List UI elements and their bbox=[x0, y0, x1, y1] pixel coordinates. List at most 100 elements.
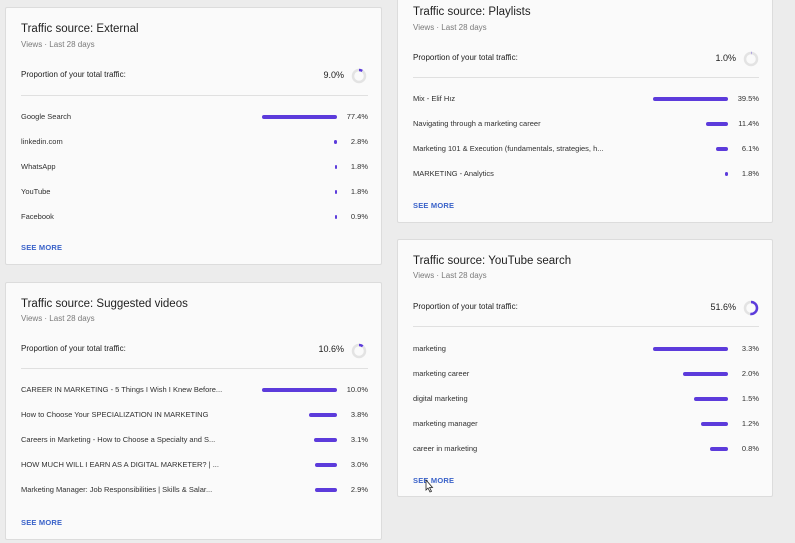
card-subtitle: Views · Last 28 days bbox=[21, 40, 95, 49]
table-row[interactable]: WhatsApp 1.8% bbox=[21, 161, 368, 173]
table-row[interactable]: CAREER IN MARKETING - 5 Things I Wish I … bbox=[21, 384, 368, 396]
row-label: Google Search bbox=[21, 112, 72, 121]
see-more-button[interactable]: SEE MORE bbox=[413, 476, 455, 485]
card-subtitle: Views · Last 28 days bbox=[413, 271, 487, 280]
row-value: 1.8% bbox=[741, 169, 759, 178]
row-value: 2.8% bbox=[350, 137, 368, 146]
row-label: YouTube bbox=[21, 187, 51, 196]
table-row[interactable]: Careers in Marketing - How to Choose a S… bbox=[21, 434, 368, 446]
table-row[interactable]: linkedin.com 2.8% bbox=[21, 136, 368, 148]
row-label: Mix - Elif Hız bbox=[413, 94, 456, 103]
row-bar bbox=[335, 165, 337, 169]
table-row[interactable]: marketing career 2.0% bbox=[413, 368, 759, 380]
proportion-label: Proportion of your total traffic: bbox=[21, 344, 126, 353]
table-row[interactable]: marketing manager 1.2% bbox=[413, 418, 759, 430]
card-subtitle: Views · Last 28 days bbox=[21, 314, 95, 323]
row-bar bbox=[709, 447, 728, 451]
row-value: 39.5% bbox=[737, 94, 759, 103]
row-bar bbox=[706, 122, 728, 126]
card-title: Traffic source: YouTube search bbox=[413, 255, 572, 267]
row-bar bbox=[335, 215, 337, 219]
row-bar bbox=[313, 438, 337, 442]
donut-track bbox=[351, 343, 367, 359]
row-label: marketing bbox=[413, 344, 446, 353]
row-value: 3.3% bbox=[741, 344, 759, 353]
row-value: 1.2% bbox=[741, 419, 759, 428]
table-row[interactable]: Marketing 101 & Execution (fundamentals,… bbox=[413, 143, 759, 155]
row-label: Navigating through a marketing career bbox=[413, 119, 541, 128]
row-value: 3.8% bbox=[350, 410, 368, 419]
row-label: HOW MUCH WILL I EARN AS A DIGITAL MARKET… bbox=[21, 460, 219, 469]
table-row[interactable]: MARKETING - Analytics 1.8% bbox=[413, 168, 759, 180]
row-value: 1.8% bbox=[350, 162, 368, 171]
see-more-button[interactable]: SEE MORE bbox=[21, 518, 63, 527]
row-value: 1.8% bbox=[350, 187, 368, 196]
row-label: linkedin.com bbox=[21, 137, 63, 146]
see-more-button[interactable]: SEE MORE bbox=[413, 201, 455, 210]
proportion-label: Proportion of your total traffic: bbox=[413, 53, 518, 62]
table-row[interactable]: Google Search 77.4% bbox=[21, 111, 368, 123]
table-row[interactable]: Marketing Manager: Job Responsibilities … bbox=[21, 484, 368, 496]
row-value: 0.8% bbox=[741, 444, 759, 453]
card-subtitle: Views · Last 28 days bbox=[413, 23, 487, 32]
donut-track bbox=[351, 68, 367, 84]
table-row[interactable]: Mix - Elif Hız 39.5% bbox=[413, 93, 759, 105]
proportion-donut-icon bbox=[743, 300, 759, 316]
row-value: 3.1% bbox=[350, 435, 368, 444]
table-row[interactable]: digital marketing 1.5% bbox=[413, 393, 759, 405]
row-value: 10.0% bbox=[346, 385, 368, 394]
donut-arc bbox=[743, 51, 759, 67]
proportion-donut-icon bbox=[351, 343, 367, 359]
table-row[interactable]: Facebook 0.9% bbox=[21, 211, 368, 223]
card-traffic-playlists: Traffic source: Playlists Views · Last 2… bbox=[397, 0, 773, 223]
table-row[interactable]: How to Choose Your SPECIALIZATION IN MAR… bbox=[21, 409, 368, 421]
divider bbox=[413, 326, 759, 327]
table-row[interactable]: HOW MUCH WILL I EARN AS A DIGITAL MARKET… bbox=[21, 459, 368, 471]
row-bar bbox=[724, 172, 728, 176]
see-more-button[interactable]: SEE MORE bbox=[21, 243, 63, 252]
proportion-value: 9.0% bbox=[323, 70, 344, 80]
donut-arc bbox=[351, 343, 367, 359]
row-bar bbox=[716, 147, 728, 151]
row-label: How to Choose Your SPECIALIZATION IN MAR… bbox=[21, 410, 209, 419]
donut-track bbox=[743, 51, 759, 67]
proportion-value: 10.6% bbox=[318, 344, 344, 354]
row-label: Facebook bbox=[21, 212, 54, 221]
row-bar bbox=[653, 347, 728, 351]
row-bar bbox=[682, 372, 728, 376]
proportion-value: 51.6% bbox=[710, 302, 736, 312]
mouse-cursor-icon bbox=[425, 479, 434, 493]
proportion-donut-icon bbox=[743, 51, 759, 67]
divider bbox=[21, 368, 368, 369]
card-traffic-suggested-videos: Traffic source: Suggested videos Views ·… bbox=[5, 282, 382, 540]
table-row[interactable]: career in marketing 0.8% bbox=[413, 443, 759, 455]
row-value: 2.9% bbox=[350, 485, 368, 494]
row-value: 6.1% bbox=[741, 144, 759, 153]
proportion-donut-icon bbox=[351, 68, 367, 84]
row-bar bbox=[335, 190, 337, 194]
row-bar bbox=[262, 115, 337, 119]
row-bar bbox=[314, 463, 337, 467]
divider bbox=[413, 77, 759, 78]
table-row[interactable]: Navigating through a marketing career 11.… bbox=[413, 118, 759, 130]
row-label: Careers in Marketing - How to Choose a S… bbox=[21, 435, 216, 444]
row-value: 77.4% bbox=[346, 112, 368, 121]
card-traffic-external: Traffic source: External Views · Last 28… bbox=[5, 7, 382, 265]
row-value: 3.0% bbox=[350, 460, 368, 469]
table-row[interactable]: marketing 3.3% bbox=[413, 343, 759, 355]
row-label: WhatsApp bbox=[21, 162, 56, 171]
row-bar bbox=[308, 413, 337, 417]
proportion-label: Proportion of your total traffic: bbox=[413, 302, 518, 311]
divider bbox=[21, 95, 368, 96]
row-bar bbox=[315, 488, 337, 492]
row-label: CAREER IN MARKETING - 5 Things I Wish I … bbox=[21, 385, 223, 394]
card-traffic-youtube-search: Traffic source: YouTube search Views · L… bbox=[397, 239, 773, 497]
row-label: Marketing 101 & Execution (fundamentals,… bbox=[413, 144, 604, 153]
row-value: 1.5% bbox=[741, 394, 759, 403]
row-label: marketing manager bbox=[413, 419, 478, 428]
proportion-label: Proportion of your total traffic: bbox=[21, 70, 126, 79]
row-bar bbox=[693, 397, 728, 401]
card-title: Traffic source: Playlists bbox=[413, 6, 531, 18]
table-row[interactable]: YouTube 1.8% bbox=[21, 186, 368, 198]
row-bar bbox=[700, 422, 728, 426]
